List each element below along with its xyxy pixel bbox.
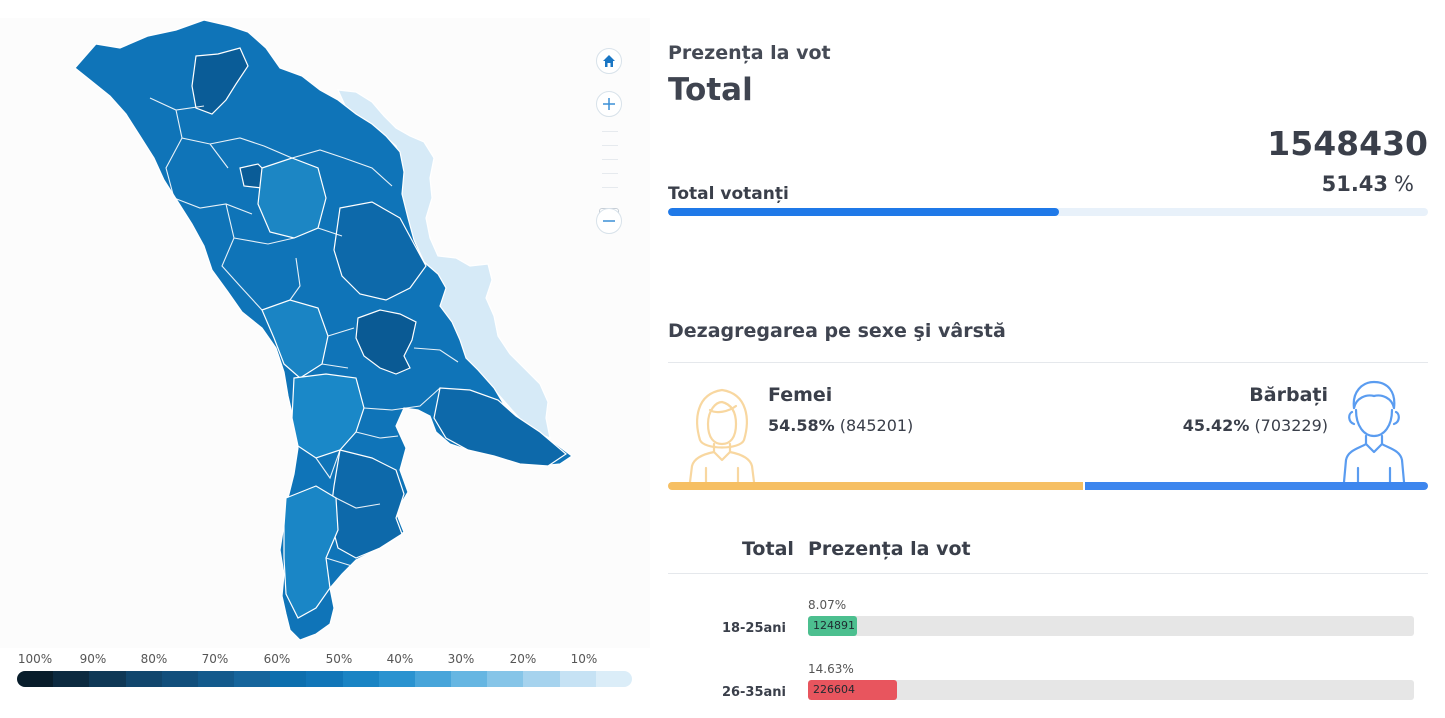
minus-icon: [603, 220, 615, 222]
legend-label: 100%: [17, 652, 53, 666]
turnout-progress-bar: [668, 208, 1428, 216]
map-region-south-west[interactable]: [291, 373, 365, 459]
zoom-slider-tick: [602, 187, 618, 188]
stats-panel: Prezența la vot Total 1548430 51.43% Tot…: [668, 0, 1428, 718]
map-region-east-center[interactable]: [333, 201, 427, 301]
legend-color-step: [414, 671, 452, 687]
legend-color-scale: [17, 671, 632, 687]
legend-color-step: [306, 671, 343, 687]
age-table-turnout-header: Prezența la vot: [808, 538, 971, 560]
turnout-percent-value: 51.43: [1321, 172, 1389, 196]
legend-color-step: [342, 671, 379, 687]
map-boundaries: [149, 97, 459, 567]
zoom-slider-tick: [602, 131, 618, 132]
zoom-slider-tick: [602, 173, 618, 174]
legend-label: 60%: [263, 652, 291, 666]
age-row-label: 18-25ani: [721, 621, 786, 636]
total-voters-label: Total votanți: [668, 184, 789, 204]
map-legend: 100% 90% 80% 70% 60% 50% 40% 30% 20% 10%: [17, 652, 632, 687]
panel-subtitle: Prezența la vot: [668, 42, 831, 64]
legend-label: 40%: [386, 652, 414, 666]
gender-split-bar: [668, 482, 1428, 490]
male-count: (703229): [1254, 416, 1328, 435]
age-row-label: 26-35ani: [721, 685, 786, 700]
age-row-bar-fill: 124891: [808, 616, 857, 636]
total-voters-count: 1548430: [1267, 124, 1428, 163]
zoom-out-button[interactable]: [596, 208, 622, 234]
male-percent: 45.42%: [1182, 416, 1250, 435]
map-region-north-dark[interactable]: [191, 47, 249, 115]
plus-icon: [603, 98, 615, 110]
age-row-bar: 226604: [808, 680, 1414, 700]
legend-label: 20%: [509, 652, 537, 666]
map-region-center-light[interactable]: [257, 157, 327, 239]
age-row-percent: 14.63%: [808, 662, 854, 676]
table-divider: [668, 573, 1428, 574]
female-percent: 54.58%: [768, 416, 835, 435]
legend-color-step: [270, 671, 307, 687]
age-row-bar-fill: 226604: [808, 680, 897, 700]
turnout-progress-fill: [668, 208, 1059, 216]
legend-color-step: [523, 671, 560, 687]
age-row-percent: 8.07%: [808, 598, 847, 612]
legend-color-step: [89, 671, 126, 687]
moldova-map[interactable]: [0, 18, 650, 648]
legend-label: 10%: [570, 652, 598, 666]
home-button[interactable]: [596, 48, 622, 74]
female-bar-segment: [668, 482, 1083, 490]
legend-color-step: [559, 671, 596, 687]
female-stats: 54.58% (845201): [768, 416, 913, 435]
legend-label: 80%: [140, 652, 168, 666]
male-stats: 45.42% (703229): [1183, 416, 1328, 435]
legend-label: 90%: [79, 652, 107, 666]
legend-color-step: [234, 671, 271, 687]
age-row: 18-25ani 8.07% 124891: [668, 598, 1428, 648]
age-row: 26-35ani 14.63% 226604: [668, 662, 1428, 712]
female-label: Femei: [768, 384, 833, 406]
legend-label: 30%: [447, 652, 475, 666]
zoom-in-button[interactable]: [596, 91, 622, 117]
map-region-south-east[interactable]: [433, 387, 567, 467]
legend-color-step: [378, 671, 415, 687]
turnout-percent: 51.43%: [1322, 172, 1414, 196]
home-icon: [603, 55, 615, 67]
age-table-total-header: Total: [742, 538, 794, 560]
man-icon: [1342, 380, 1406, 484]
gender-age-section-title: Dezagregarea pe sexe şi vârstă: [668, 320, 1006, 342]
legend-labels: 100% 90% 80% 70% 60% 50% 40% 30% 20% 10%: [17, 652, 632, 668]
legend-color-step: [125, 671, 162, 687]
map-region-chisinau[interactable]: [355, 309, 417, 375]
woman-icon: [688, 388, 756, 484]
legend-color-step: [487, 671, 524, 687]
section-divider: [668, 362, 1428, 363]
zoom-slider-tick: [602, 159, 618, 160]
legend-color-step: [451, 671, 488, 687]
legend-color-step: [197, 671, 235, 687]
legend-color-step: [17, 671, 54, 687]
zoom-slider-tick: [602, 145, 618, 146]
male-bar-segment: [1084, 482, 1428, 490]
legend-color-step: [53, 671, 90, 687]
male-label: Bărbați: [1249, 384, 1328, 406]
legend-color-step: [595, 671, 632, 687]
legend-label: 70%: [201, 652, 229, 666]
panel-title: Total: [668, 72, 753, 108]
age-row-bar: 124891: [808, 616, 1414, 636]
female-count: (845201): [839, 416, 914, 435]
legend-color-step: [161, 671, 198, 687]
map-panel: [0, 18, 650, 648]
map-region-far-south[interactable]: [283, 485, 339, 619]
legend-label: 50%: [325, 652, 353, 666]
turnout-percent-symbol: %: [1394, 172, 1414, 196]
